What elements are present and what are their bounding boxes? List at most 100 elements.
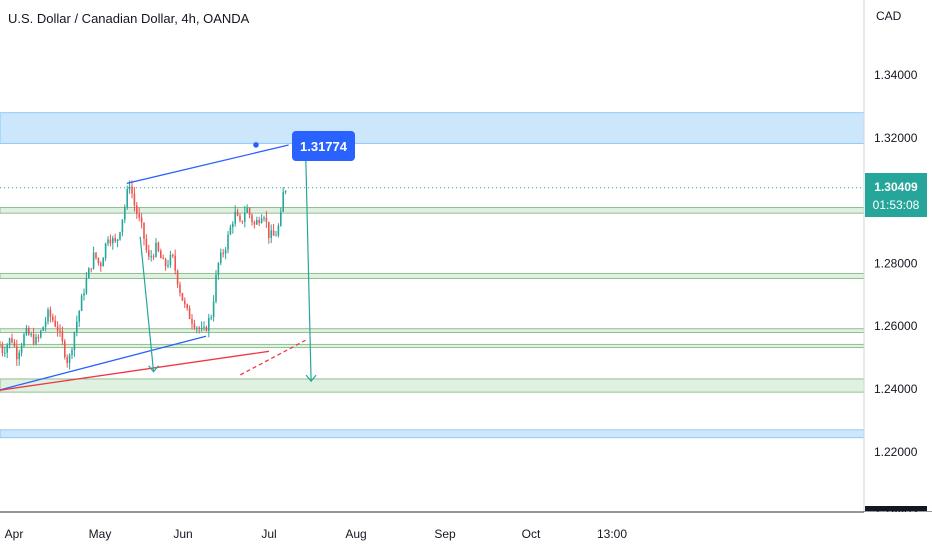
candle-body: [102, 258, 104, 267]
candle-body: [253, 221, 256, 225]
candle-body: [35, 336, 37, 344]
price-tick-label: 1.24000: [874, 382, 918, 396]
candle-body: [152, 256, 155, 258]
candle-body: [42, 327, 44, 331]
candle-body: [145, 238, 148, 251]
time-tick-label: Jun: [173, 527, 192, 541]
candle-body: [4, 352, 6, 354]
drawings-layer[interactable]: [0, 142, 317, 391]
candle-body: [186, 304, 188, 309]
candle-body: [241, 220, 244, 222]
candle-body: [11, 338, 13, 343]
candle-body: [133, 193, 136, 206]
candle-body: [88, 268, 90, 279]
candle-body: [150, 256, 152, 258]
zone-level-3[interactable]: [0, 328, 865, 333]
candle-body: [107, 239, 109, 244]
price-axis[interactable]: 1.34000 1.32000 1.28000 1.26000 1.24000 1.220…: [874, 68, 918, 459]
candle-body: [126, 189, 128, 207]
zone-level-2[interactable]: [0, 272, 865, 279]
bottom-price-badge-background: [865, 506, 927, 511]
trendline-2[interactable]: [0, 350, 270, 391]
candle-body: [124, 206, 126, 220]
candle-body: [18, 352, 20, 360]
candle-body: [234, 211, 236, 224]
bar-countdown-label: 01:53:08: [873, 198, 920, 212]
candle-body: [68, 355, 71, 363]
candle-body: [138, 214, 140, 218]
projection-arrow-5[interactable]: [304, 145, 312, 382]
zone-support-5[interactable]: [0, 378, 865, 393]
candle-body: [13, 342, 16, 347]
candle-body: [85, 278, 88, 294]
zone-level-1[interactable]: [0, 207, 865, 214]
candle-body: [224, 249, 227, 254]
target-price-label: 1.31774: [300, 139, 348, 154]
candle-body: [265, 217, 268, 222]
candle-body: [73, 332, 76, 350]
trendline-0[interactable]: [126, 144, 289, 184]
candle-body: [229, 227, 232, 235]
current-price-badge: 1.30409 01:53:08: [865, 173, 927, 217]
trendline-1[interactable]: [0, 335, 207, 391]
candle-body: [95, 252, 97, 258]
price-tick-label: 1.32000: [874, 131, 918, 145]
candle-body: [282, 191, 284, 212]
candle-body: [263, 217, 265, 219]
candle-body: [8, 338, 11, 346]
candle-body: [232, 223, 234, 228]
candle-body: [280, 211, 282, 226]
candle-body: [198, 327, 200, 330]
candle-body: [244, 212, 246, 222]
candle-body: [270, 230, 272, 238]
zone-resistance-0[interactable]: [0, 112, 865, 144]
candle-body: [97, 257, 100, 264]
candle-body: [248, 208, 251, 216]
candle-body: [184, 300, 186, 305]
candle-body: [66, 357, 68, 363]
candles-layer: [0, 180, 287, 370]
candle-body: [0, 344, 1, 346]
candle-body: [275, 235, 277, 237]
candle-body: [56, 326, 59, 331]
candle-body: [61, 330, 64, 342]
candle-body: [104, 243, 107, 259]
trendline-handle[interactable]: [253, 142, 259, 148]
candle-body: [181, 293, 184, 301]
candle-body: [239, 215, 241, 221]
candle-body: [188, 308, 191, 319]
candle-body: [200, 327, 203, 330]
trendline-3[interactable]: [240, 339, 306, 376]
price-tick-label: 1.34000: [874, 68, 918, 82]
price-tick-label: 1.26000: [874, 319, 918, 333]
candle-body: [40, 330, 42, 338]
candle-body: [272, 230, 275, 236]
candle-body: [196, 327, 198, 329]
candle-body: [217, 263, 220, 275]
candle-body: [76, 321, 78, 333]
zone-level-4[interactable]: [0, 343, 865, 349]
time-tick-label: 13:00: [597, 527, 627, 541]
candle-body: [16, 346, 18, 360]
candle-body: [212, 301, 215, 318]
projection-arrow-4[interactable]: [139, 236, 155, 372]
candle-body: [191, 318, 193, 324]
candle-body: [37, 336, 40, 338]
candle-body: [112, 238, 114, 244]
target-price-badge[interactable]: 1.31774: [292, 131, 355, 161]
candle-body: [140, 217, 143, 223]
candle-body: [78, 310, 80, 322]
candle-body: [80, 295, 83, 311]
candle-body: [52, 316, 54, 321]
zone-support-6[interactable]: [0, 429, 865, 439]
time-tick-label: Jul: [261, 527, 276, 541]
time-axis[interactable]: Apr May Jun Jul Aug Sep Oct 13:00: [5, 527, 628, 541]
time-tick-label: Oct: [522, 527, 541, 541]
candle-body: [155, 242, 157, 257]
candle-body: [92, 252, 95, 269]
candle-body: [169, 254, 172, 266]
candle-body: [222, 252, 224, 254]
candle-body: [49, 309, 52, 317]
time-tick-label: May: [89, 527, 112, 541]
